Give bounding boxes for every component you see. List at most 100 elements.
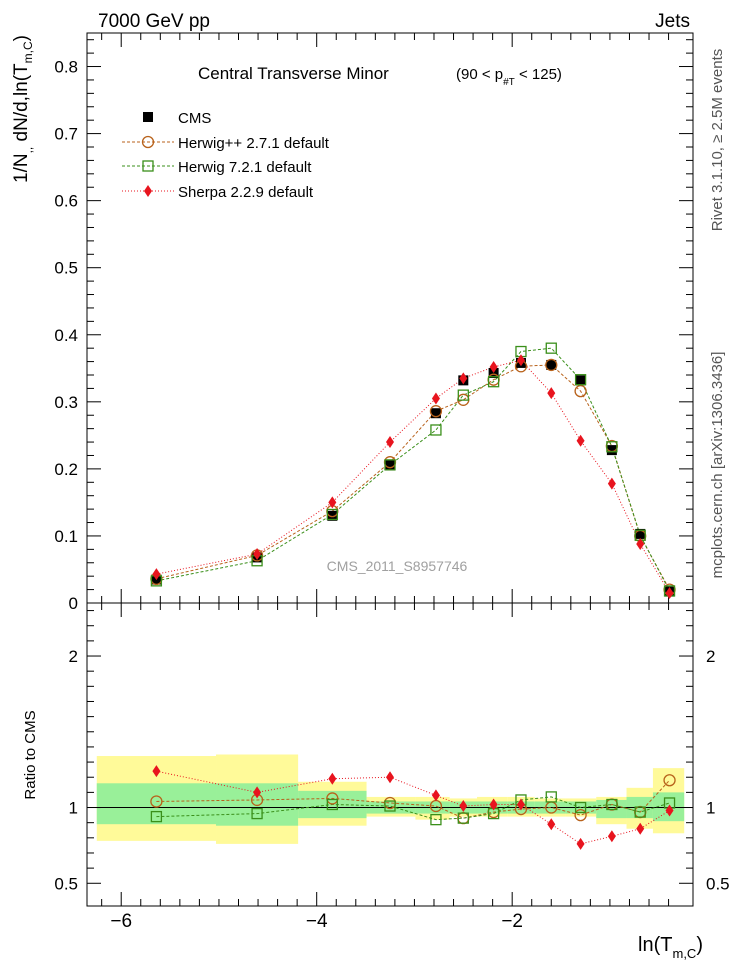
ratio-point-herwigpp: [663, 774, 676, 787]
point-cms: [575, 375, 586, 386]
point-cms: [546, 359, 557, 370]
legend-label-cms: CMS: [178, 110, 211, 127]
ratio-point-herwigpp: [150, 795, 163, 808]
ratio-point-sherpa: [547, 818, 556, 831]
process-label: Jets: [655, 11, 690, 32]
y-tick-label: 0.6: [54, 192, 78, 211]
legend-marker-cms: [143, 112, 153, 122]
x-tick-label: −2: [501, 911, 523, 932]
y-tick-label: 0.3: [54, 393, 78, 412]
point-sherpa: [328, 496, 337, 509]
point-herwigpp: [545, 358, 558, 372]
point-cms: [635, 528, 646, 539]
ratio-point-herwig7: [430, 813, 442, 826]
point-sherpa: [489, 360, 498, 373]
main-plot-axis: 0 0.1 0.2 0.3 0.4 0.5 0.6 0.7 0.8: [54, 33, 693, 613]
legend-label-herwigpp: Herwig++ 2.7.1 default: [178, 135, 330, 152]
legend-label-herwig7: Herwig 7.2.1 default: [178, 159, 312, 176]
point-herwigpp: [429, 405, 443, 418]
ratio-point-sherpa: [459, 800, 468, 813]
ratio-point-sherpa: [253, 786, 262, 799]
analysis-watermark: CMS_2011_S8957746: [327, 558, 468, 574]
ratio-y-tick-label: 2: [69, 647, 78, 666]
point-sherpa: [431, 392, 440, 405]
y-tick-label: 0.1: [54, 527, 78, 546]
point-herwig7: [430, 424, 442, 436]
plot-title: Central Transverse Minor: [198, 64, 389, 83]
point-herwig7: [574, 374, 587, 386]
ratio-y-axis-label: Ratio to CMS: [22, 710, 39, 799]
point-sherpa: [253, 548, 262, 561]
ratio-point-sherpa: [328, 772, 337, 785]
legend-marker-sherpa: [144, 185, 152, 197]
ratio-point-herwig7: [384, 800, 396, 812]
legend: CMS Herwig++ 2.7.1 default Herwig 7.2.1 …: [122, 110, 330, 201]
series-line-herwigpp: [156, 364, 670, 590]
point-cms: [488, 367, 499, 378]
ratio-y-tick-label: 0.5: [54, 874, 78, 893]
point-sherpa: [607, 477, 616, 490]
ratio-point-sherpa: [636, 822, 645, 835]
point-herwig7: [487, 376, 500, 388]
ratio-point-sherpa: [607, 830, 616, 843]
ratio-point-herwig7: [606, 798, 618, 811]
point-herwig7: [545, 342, 557, 354]
ratio-y-tick-label: 1: [69, 799, 78, 818]
ratio-y-tick-label-right: 2: [706, 647, 715, 666]
ratio-point-herwig7: [326, 798, 338, 811]
y-tick-label: 0: [69, 594, 78, 613]
ratio-point-herwig7: [150, 810, 163, 823]
legend-marker-herwig7: [142, 160, 154, 172]
y-tick-label: 0.5: [54, 259, 78, 278]
band-inner-bin: [96, 783, 217, 825]
point-sherpa: [576, 434, 585, 447]
ratio-point-sherpa: [516, 798, 525, 811]
collision-label: 7000 GeV pp: [98, 11, 210, 32]
ratio-point-herwigpp: [326, 792, 339, 805]
ratio-y-tick-label-right: 1: [706, 799, 715, 818]
point-sherpa: [547, 387, 556, 400]
legend-label-sherpa: Sherpa 2.2.9 default: [178, 184, 314, 201]
main-plot-series: [150, 342, 676, 599]
y-tick-label: 0.2: [54, 460, 78, 479]
point-sherpa: [636, 537, 645, 550]
mcplots-label: mcplots.cern.ch [arXiv:1306.3436]: [709, 352, 726, 579]
point-sherpa: [152, 568, 161, 581]
ratio-series: [150, 765, 676, 850]
ratio-point-sherpa: [576, 837, 585, 850]
series-line-herwig7: [156, 347, 670, 592]
x-tick-label: −6: [110, 911, 132, 932]
ratio-point-herwig7: [457, 812, 469, 824]
point-herwigpp: [574, 384, 587, 398]
ratio-point-sherpa: [152, 765, 161, 778]
ratio-y-tick-label-right: 0.5: [706, 874, 730, 893]
point-herwig7: [457, 389, 469, 401]
ratio-point-sherpa: [386, 771, 394, 784]
ratio-uncertainty-bands: [96, 754, 685, 844]
ratio-line-herwigpp: [156, 779, 670, 819]
x-tick-label: −4: [306, 911, 328, 932]
y-tick-label: 0.4: [54, 326, 78, 345]
ratio-plot-axis: 0.5 0.5 1 1 2 2 −6 −4 −2: [54, 603, 730, 932]
point-sherpa: [459, 372, 468, 385]
point-sherpa: [516, 354, 525, 367]
ratio-point-herwigpp: [574, 808, 587, 822]
point-herwig7: [326, 508, 338, 521]
point-herwig7: [606, 441, 618, 453]
ratio-point-herwig7: [545, 791, 557, 803]
y-tick-label: 0.7: [54, 125, 78, 144]
point-cms: [430, 408, 441, 419]
ratio-point-herwig7: [251, 807, 263, 820]
y-tick-label: 0.8: [54, 58, 78, 77]
ratio-point-sherpa: [489, 798, 498, 811]
ratio-point-sherpa: [431, 789, 440, 802]
ratio-point-sherpa: [665, 804, 674, 817]
y-axis-label: 1/N,, dN/d,ln(Tm,C): [11, 35, 35, 183]
ratio-point-herwig7: [634, 806, 646, 818]
point-sherpa: [386, 436, 394, 449]
x-axis-label: ln(Tm,C): [638, 934, 703, 961]
point-sherpa: [665, 586, 674, 599]
point-cms: [327, 510, 338, 521]
point-herwig7: [384, 459, 396, 471]
